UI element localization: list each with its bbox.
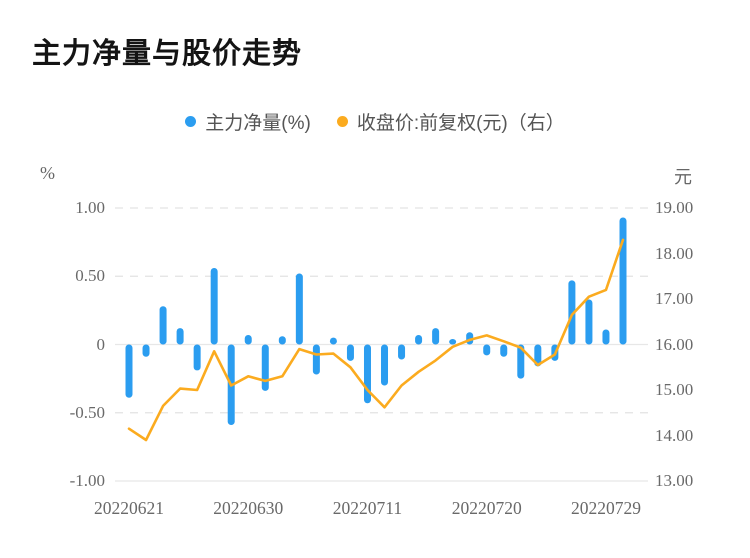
legend-dot-bar-series (185, 115, 197, 127)
bar-main-net-volume (534, 344, 542, 367)
left-axis-tick: 0.50 (75, 266, 105, 286)
x-axis-date-label: 20220630 (213, 498, 284, 518)
left-axis-tick: 0 (96, 334, 106, 354)
bar-main-net-volume (346, 344, 354, 361)
legend-dot-line-series (336, 115, 348, 127)
x-axis-date-label: 20220729 (570, 498, 641, 518)
bar-main-net-volume (619, 217, 627, 345)
left-axis-unit: % (40, 163, 55, 183)
bar-main-net-volume (483, 344, 491, 356)
bar-main-net-volume (312, 344, 320, 375)
bar-main-net-volume (517, 344, 525, 379)
right-axis-tick: 18.00 (655, 243, 694, 263)
bar-main-net-volume (142, 344, 150, 357)
bar-main-net-volume (159, 306, 167, 345)
bar-main-net-volume (381, 344, 389, 386)
bar-main-net-volume (261, 344, 269, 391)
right-axis-tick: 16.00 (655, 334, 694, 354)
x-axis-date-label: 20220621 (94, 498, 164, 518)
right-axis-unit: 元 (674, 167, 692, 187)
left-axis-tick: -0.50 (69, 402, 105, 422)
bar-main-net-volume (449, 339, 457, 345)
x-axis-date-label: 20220720 (451, 498, 522, 518)
legend-item-main-net-volume[interactable]: 主力净量(%) (185, 108, 311, 135)
bar-main-net-volume (602, 329, 610, 345)
bar-main-net-volume (278, 336, 286, 345)
bar-main-net-volume (244, 334, 252, 345)
right-axis-tick: 15.00 (655, 380, 694, 399)
legend-label-bar-series: 主力净量(%) (205, 112, 311, 134)
legend: 主力净量(%) 收盘价:前复权(元)（右） (0, 106, 750, 136)
x-axis-date-label: 20220711 (332, 498, 403, 518)
left-axis-tick: 1.00 (75, 198, 105, 217)
bar-main-net-volume (363, 344, 371, 404)
bar-main-net-volume (295, 273, 303, 345)
line-close-price (127, 238, 625, 442)
bar-main-net-volume (415, 334, 423, 345)
right-axis-tick: 13.00 (655, 471, 694, 490)
bar-main-net-volume (193, 344, 201, 371)
bar-main-net-volume (398, 344, 406, 360)
left-axis-tick: -1.00 (69, 471, 105, 490)
right-axis-tick: 19.00 (655, 198, 694, 217)
bar-main-net-volume (125, 344, 133, 398)
bar-main-net-volume (210, 268, 218, 345)
bar-main-net-volume (329, 337, 337, 345)
bar-main-net-volume (432, 328, 440, 345)
bar-main-net-volume (568, 280, 576, 345)
bar-main-net-volume (585, 299, 593, 345)
legend-item-close-price[interactable]: 收盘价:前复权(元)（右） (336, 108, 565, 135)
bar-main-net-volume (500, 344, 508, 357)
legend-label-line-series: 收盘价:前复权(元)（右） (356, 112, 565, 134)
right-axis-tick: 14.00 (655, 425, 694, 445)
chart-title: 主力净量与股价走势 (32, 38, 303, 70)
right-axis-tick: 17.00 (655, 289, 694, 308)
bar-main-net-volume (176, 328, 184, 345)
